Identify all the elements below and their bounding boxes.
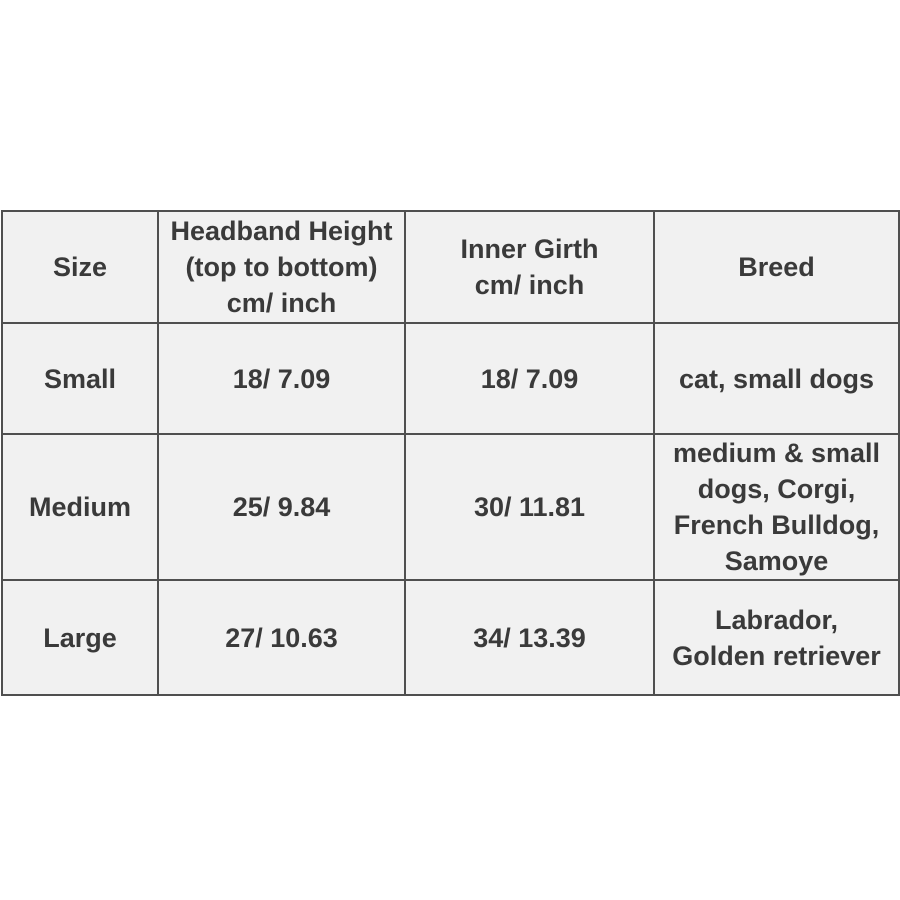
column-header-headband-height: Headband Height (top to bottom) cm/ inch (157, 210, 406, 324)
cell-medium-size: Medium (1, 433, 159, 581)
column-header-inner-girth: Inner Girth cm/ inch (404, 210, 655, 324)
cell-medium-breed: medium & small dogs, Corgi, French Bulld… (653, 433, 900, 581)
cell-large-breed: Labrador, Golden retriever (653, 579, 900, 696)
table-row-medium: Medium 25/ 9.84 30/ 11.81 medium & small… (1, 433, 900, 581)
column-header-breed: Breed (653, 210, 900, 324)
cell-medium-headband-height: 25/ 9.84 (157, 433, 406, 581)
column-header-size: Size (1, 210, 159, 324)
cell-large-inner-girth: 34/ 13.39 (404, 579, 655, 696)
table-header-row: Size Headband Height (top to bottom) cm/… (1, 210, 900, 324)
cell-small-size: Small (1, 322, 159, 435)
table-row-small: Small 18/ 7.09 18/ 7.09 cat, small dogs (1, 322, 900, 435)
cell-small-headband-height: 18/ 7.09 (157, 322, 406, 435)
cell-medium-inner-girth: 30/ 11.81 (404, 433, 655, 581)
cell-large-size: Large (1, 579, 159, 696)
size-chart-table: Size Headband Height (top to bottom) cm/… (1, 210, 900, 696)
cell-large-headband-height: 27/ 10.63 (157, 579, 406, 696)
cell-small-breed: cat, small dogs (653, 322, 900, 435)
table-row-large: Large 27/ 10.63 34/ 13.39 Labrador, Gold… (1, 579, 900, 696)
cell-small-inner-girth: 18/ 7.09 (404, 322, 655, 435)
